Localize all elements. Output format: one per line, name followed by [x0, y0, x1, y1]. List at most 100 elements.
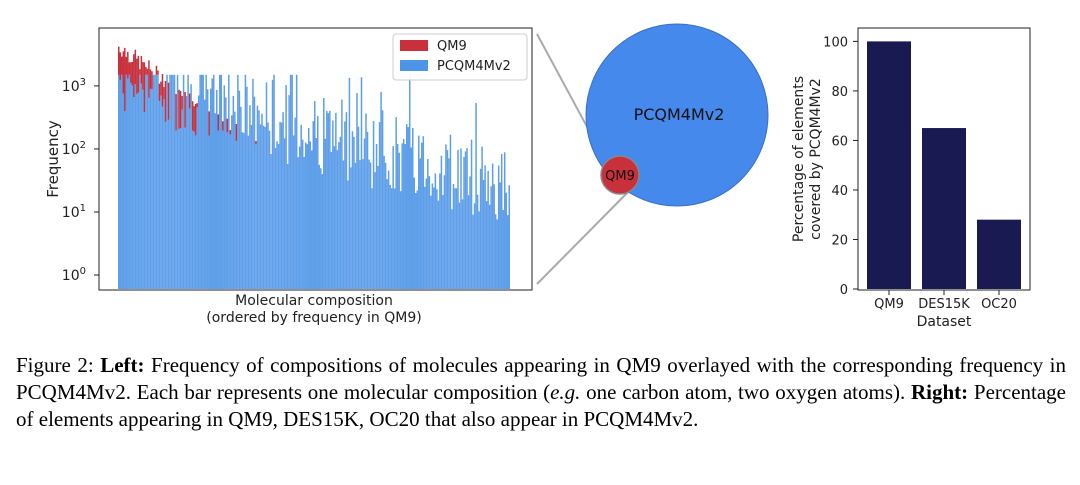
- qm9-bar: [164, 81, 167, 122]
- pcqm4mv2-bar: [476, 194, 479, 289]
- qm9-bar: [148, 60, 150, 98]
- qm9-bar: [196, 103, 198, 108]
- zoom-line-bottom: [536, 187, 633, 285]
- pcqm4mv2-bar: [457, 149, 459, 289]
- cov-y-tick-label: 60: [831, 134, 848, 149]
- pcqm4mv2-bar: [467, 195, 470, 289]
- pcqm4mv2-bar: [267, 122, 269, 290]
- pcqm4mv2-bar: [488, 204, 491, 289]
- pcqm4mv2-bar: [317, 116, 319, 290]
- pcqm4mv2-bar: [217, 130, 220, 289]
- pcqm4mv2-bar: [294, 117, 296, 289]
- pcqm4mv2-bar: [306, 144, 308, 289]
- qm9-bar: [194, 104, 197, 136]
- pcqm4mv2-bar: [190, 84, 192, 289]
- qm9-bar: [229, 130, 232, 135]
- hist-x-axis-label-line2: (ordered by frequency in QM9): [206, 310, 421, 326]
- pcqm4mv2-bar: [146, 74, 149, 289]
- pcqm4mv2-bar: [143, 111, 146, 289]
- pcqm4mv2-bar: [256, 105, 259, 289]
- qm9-bar: [137, 55, 140, 93]
- pcqm4mv2-bar: [279, 121, 281, 289]
- pcqm4mv2-bar: [475, 102, 477, 289]
- qm9-bar: [235, 124, 238, 141]
- pcqm4mv2-bar: [356, 93, 358, 289]
- pcqm4mv2-bar: [494, 214, 497, 289]
- qm9-bar: [226, 118, 229, 133]
- pcqm4mv2-bar: [136, 93, 138, 290]
- pcqm4mv2-bar: [197, 95, 200, 289]
- pcqm4mv2-bar: [154, 74, 156, 289]
- pcqm4mv2-bar: [211, 78, 213, 290]
- pcqm4mv2-bar: [482, 179, 485, 289]
- pcqm4mv2-bar: [347, 180, 349, 289]
- pcqm4mv2-bar: [336, 150, 339, 289]
- pcqm4mv2-bar: [433, 187, 435, 289]
- pcqm4mv2-bar: [427, 158, 429, 289]
- pcqm4mv2-bar: [478, 211, 480, 289]
- cov-y-tick-label: 40: [831, 184, 848, 199]
- qm9-bar: [191, 101, 194, 131]
- pcqm4mv2-bar: [360, 77, 363, 289]
- composition-frequency-histogram: 100 101 102 103 Frequency Molecular composi…: [44, 27, 533, 326]
- pcqm4mv2-bar: [261, 113, 263, 289]
- pcqm4mv2-bar: [225, 97, 227, 289]
- pcqm4mv2-bar: [458, 202, 461, 289]
- pcqm4mv2-bar: [181, 109, 183, 290]
- pcqm4mv2-bar: [380, 91, 382, 289]
- pcqm4mv2-bar: [166, 74, 168, 289]
- qm9-bar: [122, 51, 125, 94]
- qm9-bar: [146, 68, 149, 75]
- pcqm4mv2-bar: [235, 140, 238, 289]
- pcqm4mv2-bar: [234, 111, 236, 289]
- pcqm4mv2-bar: [473, 203, 476, 289]
- figure-caption: Figure 2: Left: Frequency of composition…: [16, 352, 1066, 433]
- pcqm4mv2-bar: [484, 165, 486, 289]
- qm9-bar: [127, 51, 129, 79]
- pcqm4mv2-bar: [283, 138, 286, 289]
- pcqm4mv2-bar: [342, 160, 345, 289]
- pcqm4mv2-bar: [140, 83, 143, 290]
- hist-y-tick-label: 101: [62, 203, 86, 221]
- pcqm4mv2-bar: [231, 115, 233, 290]
- qm9-bar: [163, 87, 165, 100]
- pcqm4mv2-bar: [214, 113, 216, 290]
- qm9-bar: [130, 62, 132, 83]
- pcqm4mv2-bar: [151, 89, 153, 289]
- pcqm4mv2-bar: [219, 74, 221, 289]
- caption-eg: e.g.: [550, 380, 581, 404]
- pcqm4mv2-bar: [430, 195, 432, 289]
- pcqm4mv2-bar: [148, 97, 150, 289]
- pcqm4mv2-bar: [288, 95, 290, 290]
- hist-y-axis-label: Frequency: [44, 120, 62, 198]
- pcqm4mv2-bar: [415, 193, 417, 289]
- cov-bar-oc20: [977, 219, 1021, 289]
- pcqm4mv2-bar: [241, 132, 244, 289]
- pcqm4mv2-bar: [182, 74, 185, 289]
- caption-left-label: Left:: [100, 353, 145, 377]
- pcqm4mv2-bar: [419, 158, 422, 289]
- pcqm4mv2-bar: [374, 172, 376, 289]
- pcqm4mv2-bar: [332, 120, 334, 289]
- pcqm4mv2-bar: [289, 74, 292, 289]
- pcqm4mv2-bar: [396, 143, 399, 289]
- qm9-bar: [128, 62, 131, 75]
- pcqm4mv2-bar: [262, 125, 265, 289]
- pcqm4mv2-bar: [315, 138, 318, 289]
- pcqm4mv2-bar: [119, 79, 122, 289]
- pcqm4mv2-bar: [375, 143, 378, 289]
- hist-y-tick-label: 102: [62, 140, 86, 158]
- pcqm4mv2-bar: [451, 209, 453, 289]
- pcqm4mv2-bar: [353, 136, 355, 289]
- qm9-bar: [134, 49, 137, 85]
- pcqm4mv2-bar: [175, 130, 177, 289]
- pcqm4mv2-bar: [461, 199, 464, 289]
- caption-left-text-1: Frequency of compositions of molecules a…: [16, 353, 1067, 404]
- pcqm4mv2-bar: [446, 150, 449, 289]
- pcqm4mv2-bar: [173, 74, 176, 289]
- pcqm4mv2-bar: [416, 190, 419, 289]
- pcqm4mv2-bar: [297, 157, 299, 289]
- qm9-bar: [255, 140, 257, 145]
- cov-x-tick-label: QM9: [874, 297, 904, 312]
- pcqm4mv2-bar: [398, 152, 400, 289]
